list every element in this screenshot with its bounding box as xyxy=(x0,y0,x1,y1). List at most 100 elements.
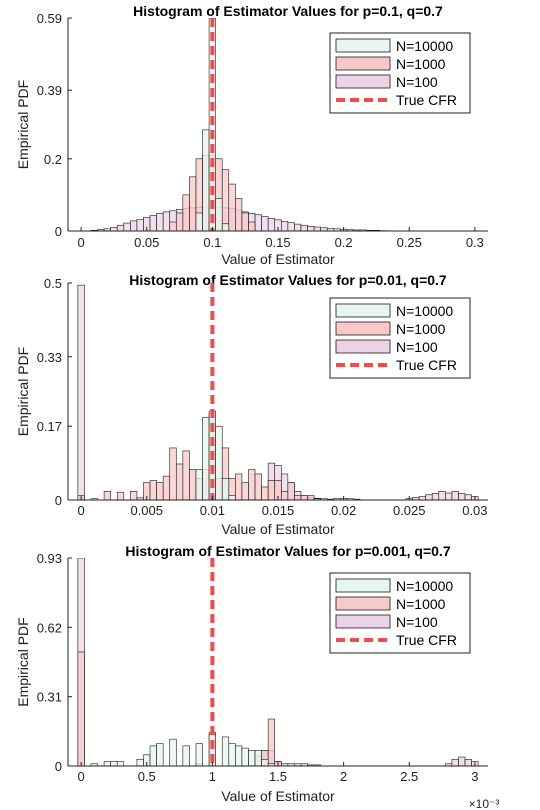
legend-label: N=1000 xyxy=(396,321,446,337)
legend-label: N=10000 xyxy=(396,303,453,319)
chart-title: Histogram of Estimator Values for p=0.01… xyxy=(129,272,447,288)
bar-n1000-30 xyxy=(300,495,308,500)
legend-label: N=100 xyxy=(396,74,438,90)
bar-n1000-29 xyxy=(294,495,302,500)
bar-n1000-28 xyxy=(287,482,295,500)
bar-n100-10 xyxy=(156,213,164,231)
legend-swatch-n1000 xyxy=(335,56,391,71)
bar-n100-21 xyxy=(438,491,446,500)
bar-n100-20 xyxy=(431,493,440,500)
bar-n100-26 xyxy=(261,216,269,231)
bar-n1000-21 xyxy=(241,482,249,500)
x-tick-label: 0.005 xyxy=(130,503,163,518)
bar-n100-6 xyxy=(130,220,138,231)
bar-n10000-1 xyxy=(202,417,210,500)
bar-n1000-2 xyxy=(182,194,190,231)
bar-n1000-0 xyxy=(77,651,85,766)
bar-n10000-1 xyxy=(202,129,210,231)
x-exponent-label: ×10⁻³ xyxy=(469,797,500,810)
y-axis-label: Empirical PDF xyxy=(15,617,31,706)
legend-swatch-n100 xyxy=(335,74,391,89)
y-tick-label: 0.39 xyxy=(37,83,62,98)
bar-n100-25 xyxy=(464,494,472,500)
bar-n1000-9 xyxy=(228,183,236,231)
bar-n1000-8 xyxy=(156,482,164,500)
bar-n10000-14 xyxy=(235,745,243,766)
x-tick-label: 1 xyxy=(209,769,216,784)
x-tick-label: 2.5 xyxy=(400,769,418,784)
x-tick-label: 0 xyxy=(78,769,85,784)
bar-n1000-31 xyxy=(307,495,315,500)
bar-n100-23 xyxy=(451,491,459,500)
x-axis-label: Value of Estimator xyxy=(221,521,335,537)
bar-n1000-13 xyxy=(189,469,197,500)
chart-title: Histogram of Estimator Values for p=0.00… xyxy=(125,543,450,559)
bar-n1000-24 xyxy=(261,486,269,500)
bar-n1000-7 xyxy=(149,480,157,500)
bar-n10000-1 xyxy=(103,761,111,766)
bar-n100-11 xyxy=(162,211,171,231)
y-axis-label: Empirical PDF xyxy=(15,80,31,169)
x-tick-label: 0.015 xyxy=(262,503,295,518)
x-tick-label: 0 xyxy=(78,235,85,250)
x-tick-label: 0 xyxy=(78,503,85,518)
x-tick-label: 0.03 xyxy=(462,503,487,518)
y-tick-label: 0.93 xyxy=(37,551,62,566)
legend-swatch-n10000 xyxy=(335,303,391,318)
y-tick-label: 0.17 xyxy=(37,419,62,434)
bar-n100-34 xyxy=(313,226,321,231)
bar-n100-0 xyxy=(77,284,85,500)
bar-n1000-11 xyxy=(241,212,249,231)
x-tick-label: 0.02 xyxy=(331,503,356,518)
x-tick-label: 0.05 xyxy=(134,235,159,250)
x-axis-label: Value of Estimator xyxy=(221,788,335,804)
legend-swatch-n10000 xyxy=(335,578,391,593)
bar-n10000-0 xyxy=(195,212,203,231)
bar-n100-33 xyxy=(307,226,315,231)
bar-n100-29 xyxy=(280,220,289,231)
legend-label: N=100 xyxy=(396,339,438,355)
legend-swatch-n100 xyxy=(335,339,391,354)
bar-n1000-11 xyxy=(175,463,184,500)
bar-n100-12 xyxy=(458,756,466,766)
y-tick-label: 0.59 xyxy=(37,11,62,26)
y-tick-label: 0.2 xyxy=(44,152,62,167)
x-tick-label: 0.5 xyxy=(138,769,156,784)
bar-n1000-9 xyxy=(162,475,171,500)
bar-n100-31 xyxy=(294,223,302,231)
bar-n100-30 xyxy=(287,222,295,231)
bar-n100-11 xyxy=(451,758,459,766)
bar-n1000-5 xyxy=(267,718,276,766)
legend: N=10000 N=1000 N=100 True CFR xyxy=(329,297,471,379)
bar-n10000-17 xyxy=(254,750,262,766)
bar-n10000-15 xyxy=(241,747,249,766)
bar-n100-24 xyxy=(458,493,466,500)
bar-n100-18 xyxy=(418,496,426,500)
legend-swatch-n1000 xyxy=(335,321,391,336)
bar-n10000-0 xyxy=(195,469,203,500)
bar-n10000-5 xyxy=(228,495,236,500)
x-tick-label: 1.5 xyxy=(269,769,287,784)
bar-n10000-4 xyxy=(136,758,144,766)
bar-n1000-0 xyxy=(169,221,177,231)
legend-label: True CFR xyxy=(396,92,457,108)
x-tick-label: 0.025 xyxy=(393,503,426,518)
bar-n1000-10 xyxy=(235,198,243,231)
bar-n10000-18 xyxy=(261,758,269,766)
x-tick-label: 3 xyxy=(471,769,478,784)
legend-label: N=1000 xyxy=(396,56,446,72)
bar-n1000-3 xyxy=(189,176,197,231)
x-tick-label: 0.01 xyxy=(200,503,225,518)
bar-n1000-27 xyxy=(280,491,289,500)
bar-n10000-6 xyxy=(149,745,157,766)
y-axis-label: Empirical PDF xyxy=(15,347,31,436)
bar-n1000-8 xyxy=(221,169,230,231)
bar-n100-27 xyxy=(267,218,276,231)
bar-n1000-4 xyxy=(130,491,138,500)
x-axis-label: Value of Estimator xyxy=(221,251,335,267)
y-tick-label: 0 xyxy=(55,224,62,239)
bar-n10000-2 xyxy=(110,761,118,766)
y-tick-label: 0 xyxy=(55,759,62,774)
bar-n100-32 xyxy=(300,224,308,231)
bar-n10000-7 xyxy=(156,743,164,766)
